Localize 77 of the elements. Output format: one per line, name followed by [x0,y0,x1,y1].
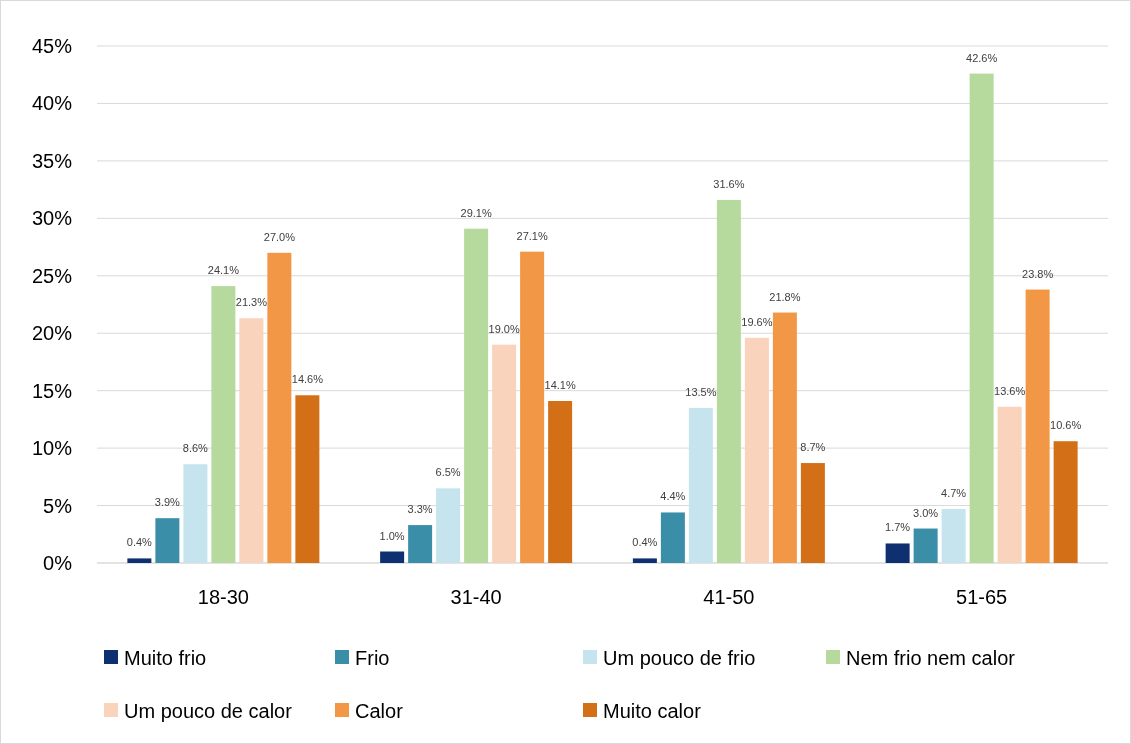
data-label: 6.5% [435,466,461,479]
bar [520,251,545,563]
data-label: 19.6% [741,315,773,328]
y-tick-label: 25% [31,264,73,287]
bar [492,344,517,563]
bar [239,318,264,563]
data-label: 27.0% [263,230,296,243]
data-label: 8.6% [182,442,209,455]
bar [267,252,292,563]
bar [744,337,769,563]
bar [997,406,1022,563]
data-label: 13.5% [685,385,717,398]
bar [1053,441,1078,563]
bar [969,73,994,563]
legend-label: Nem frio nem calor [846,647,1016,669]
bar [408,525,433,563]
data-label: 3.9% [154,496,181,509]
bar [183,464,208,563]
bar [913,528,938,563]
bar [941,509,966,563]
x-tick-label: 31-40 [450,586,502,608]
y-tick-label: 40% [31,92,73,115]
data-label: 3.3% [407,503,433,516]
data-label: 13.6% [994,384,1026,397]
data-label: 0.4% [632,536,658,549]
y-tick-label: 0% [43,552,73,574]
data-label: 24.1% [207,264,240,277]
x-tick-label: 41-50 [703,586,755,608]
legend-label: Um pouco de frio [603,647,756,669]
bar [1025,289,1050,563]
y-tick-label: 30% [31,207,73,230]
data-label: 23.8% [1022,267,1054,280]
y-tick-label: 20% [31,322,73,345]
bar [772,312,797,563]
bar [716,199,741,563]
bar [380,551,405,563]
y-tick-label: 15% [31,379,73,402]
bar [464,228,489,563]
data-label: 21.3% [235,296,268,309]
legend-label: Muito frio [124,647,207,669]
data-label: 19.0% [488,322,520,335]
bar [632,558,657,563]
bar [800,463,825,563]
y-tick-label: 45% [31,35,73,57]
bar [885,543,910,563]
data-label: 8.7% [800,441,826,454]
data-label: 14.6% [291,373,324,386]
bar [436,488,461,563]
bar [548,401,573,563]
data-label: 14.1% [544,379,576,392]
data-label: 4.7% [941,487,967,499]
y-tick-label: 5% [43,494,73,517]
data-label: 3.0% [913,506,939,519]
legend-label: Calor [355,700,404,722]
x-tick-label: 18-30 [197,586,249,608]
legend-label: Muito calor [603,700,702,722]
legend-label: Frio [355,647,390,669]
data-label: 29.1% [460,206,492,219]
data-label: 10.6% [1050,419,1082,432]
y-tick-label: 10% [31,437,73,460]
bar [127,558,152,563]
bar [688,407,713,563]
data-label: 0.4% [126,536,153,549]
data-label: 1.7% [885,521,911,534]
data-label: 4.4% [660,490,686,503]
x-tick-label: 51-65 [956,586,1008,608]
bar [211,286,236,563]
data-label: 31.6% [713,177,745,190]
bar [295,395,320,563]
bar [660,512,685,563]
bar [155,518,180,563]
y-tick-label: 35% [31,149,73,172]
data-label: 27.1% [516,229,548,242]
data-label: 42.6% [966,51,998,64]
data-label: 21.8% [769,290,801,303]
legend-label: Um pouco de calor [124,700,293,722]
data-label: 1.0% [379,529,405,542]
